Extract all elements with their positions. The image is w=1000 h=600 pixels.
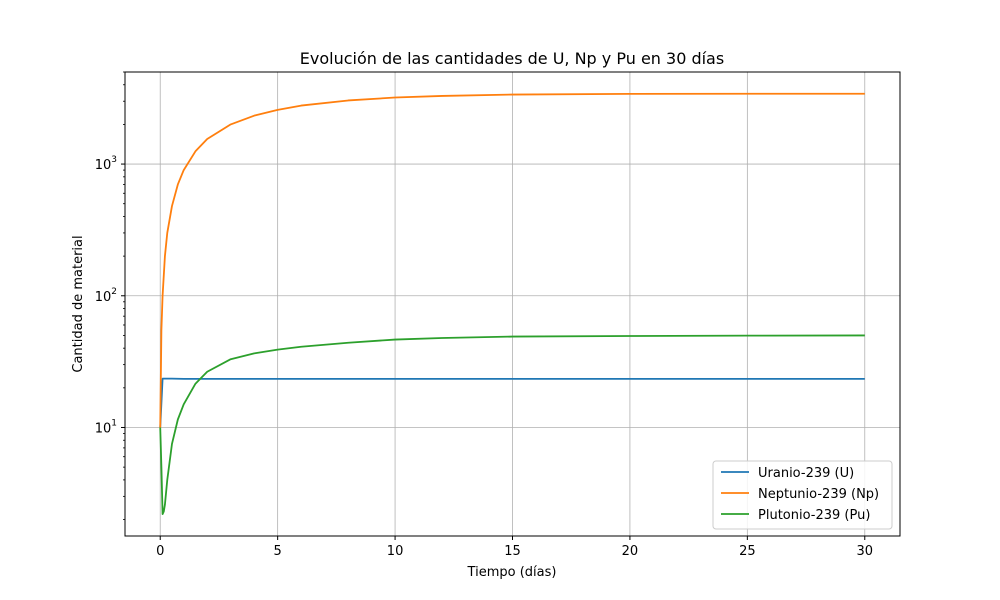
x-tick-label: 5	[274, 544, 282, 559]
legend-label: Uranio-239 (U)	[758, 466, 854, 481]
x-tick-label: 30	[856, 544, 873, 559]
series-line-0	[159, 377, 865, 428]
x-axis-label: Tiempo (días)	[467, 565, 557, 580]
y-axis-label: Cantidad de material	[71, 235, 86, 372]
y-tick-exponent: 3	[111, 155, 117, 165]
y-tick-label: 103	[95, 155, 117, 173]
chart-title: Evolución de las cantidades de U, Np y P…	[300, 49, 724, 68]
y-tick-exponent: 1	[111, 418, 117, 428]
series-group	[159, 92, 865, 515]
x-tick-label: 10	[387, 544, 404, 559]
y-tick-label: 101	[95, 418, 117, 436]
x-tick-label: 15	[504, 544, 521, 559]
series-line-2	[159, 334, 865, 515]
legend-box	[712, 460, 893, 530]
x-axis: 0 5 10 15 20 25 30	[156, 536, 873, 559]
legend-label: Plutonio-239 (Pu)	[758, 508, 870, 523]
y-tick-base: 10	[95, 290, 112, 305]
y-tick-label: 102	[95, 287, 117, 305]
x-tick-label: 25	[739, 544, 756, 559]
y-tick-base: 10	[95, 421, 112, 436]
x-tick-label: 0	[156, 544, 164, 559]
y-tick-exponent: 2	[111, 287, 117, 297]
series-line-1	[159, 92, 865, 428]
legend-label: Neptunio-239 (Np)	[758, 487, 879, 502]
x-tick-label: 20	[622, 544, 639, 559]
y-tick-base: 10	[95, 158, 112, 173]
legend: Uranio-239 (U) Neptunio-239 (Np) Plutonio-…	[712, 460, 893, 530]
grid	[125, 72, 900, 536]
